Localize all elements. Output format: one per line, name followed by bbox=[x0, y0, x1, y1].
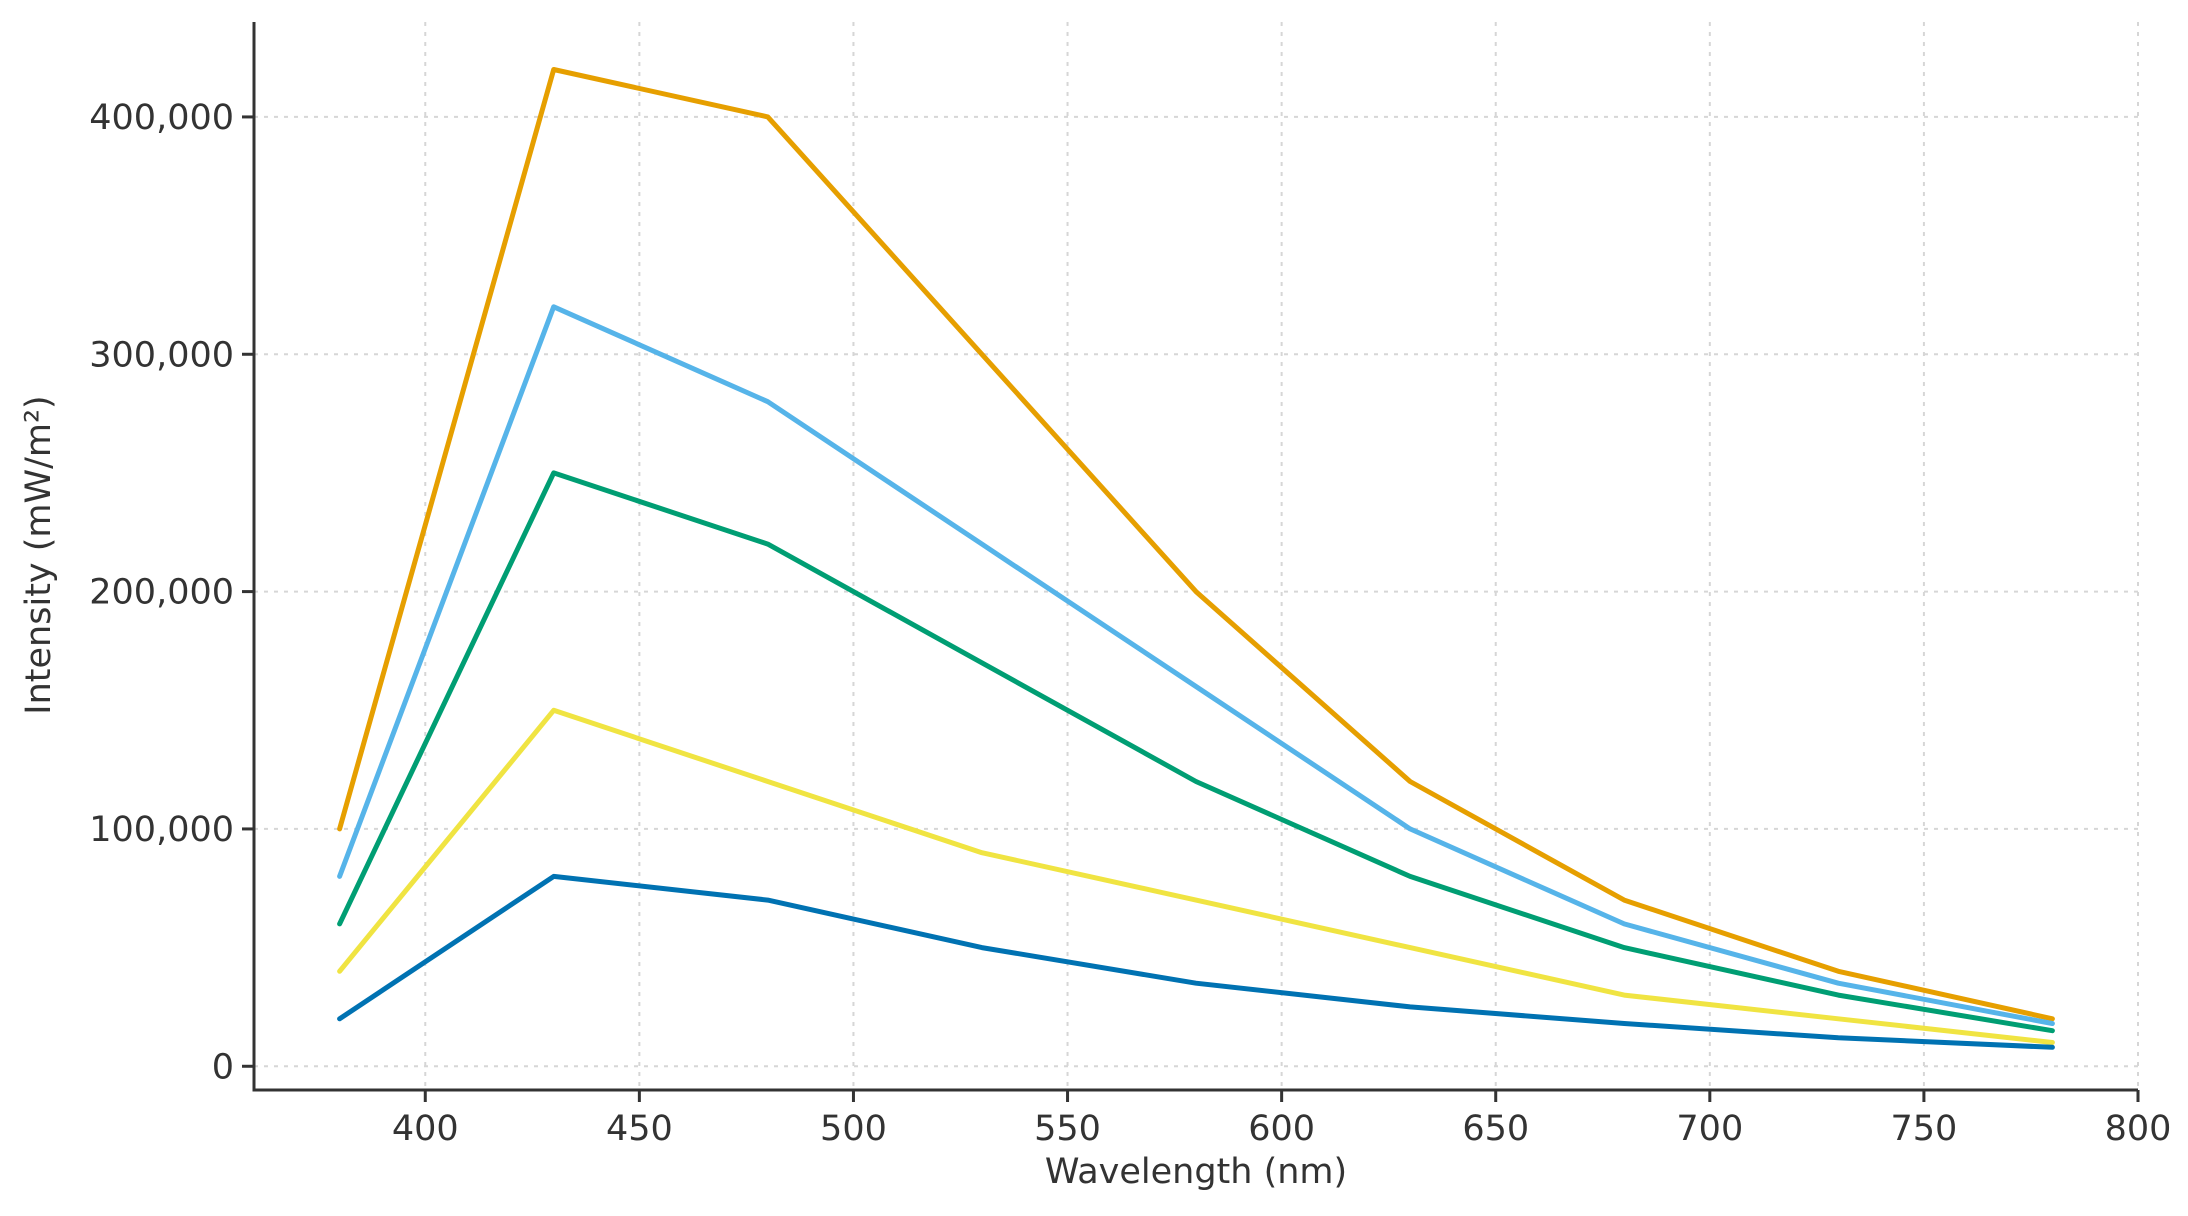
x-axis-title: Wavelength (nm) bbox=[1045, 1152, 1347, 1192]
series-lines bbox=[337, 67, 2055, 1050]
x-tick-label: 750 bbox=[1891, 1109, 1958, 1149]
series-line-3 bbox=[337, 470, 2055, 1034]
grid bbox=[254, 22, 2139, 1090]
y-tick-label: 200,000 bbox=[89, 573, 234, 613]
series-line-4 bbox=[337, 707, 2055, 1045]
axes bbox=[252, 22, 2138, 1092]
y-tick-label: 400,000 bbox=[89, 98, 234, 138]
y-tick-label: 0 bbox=[212, 1047, 234, 1087]
series-line-1 bbox=[337, 67, 2055, 1022]
x-tick-label: 450 bbox=[606, 1109, 673, 1149]
x-tick-label: 800 bbox=[2105, 1109, 2172, 1149]
series-line-5 bbox=[337, 873, 2055, 1050]
x-tick-label: 600 bbox=[1248, 1109, 1315, 1149]
y-axis-ticks: 0 100,000 200,000 300,000 400,000 bbox=[89, 98, 254, 1087]
x-tick-label: 550 bbox=[1034, 1109, 1101, 1149]
x-tick-label: 400 bbox=[392, 1109, 459, 1149]
x-tick-label: 650 bbox=[1462, 1109, 1529, 1149]
x-tick-label: 500 bbox=[820, 1109, 887, 1149]
y-tick-label: 100,000 bbox=[89, 810, 234, 850]
series-line-2 bbox=[337, 304, 2055, 1026]
y-tick-label: 300,000 bbox=[89, 335, 234, 375]
x-tick-label: 700 bbox=[1676, 1109, 1743, 1149]
y-axis-title: Intensity (mW/m²) bbox=[19, 395, 59, 714]
axis-frame bbox=[252, 22, 2138, 1092]
x-axis-ticks: 400 450 500 550 600 650 700 750 800 bbox=[392, 1090, 2172, 1149]
